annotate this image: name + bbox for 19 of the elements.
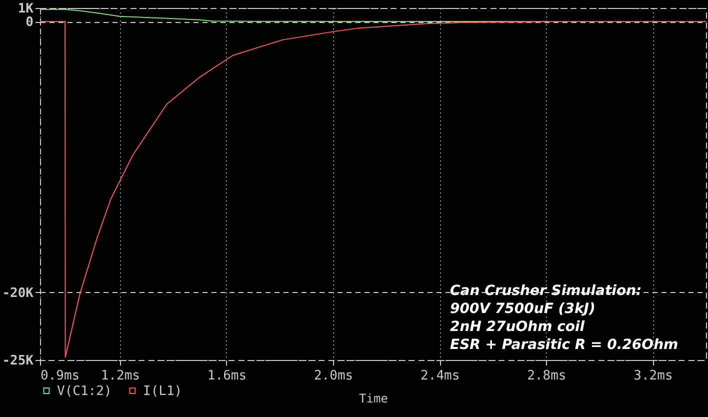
y-tick-label: -25K	[2, 354, 34, 368]
x-tick-label: 1.2ms	[100, 368, 140, 384]
x-tick-label: 1.6ms	[207, 368, 247, 384]
annotation: Can Crusher Simulation:	[450, 283, 642, 299]
legend-label: V(C1:2)	[57, 384, 112, 399]
x-tick-label: 2.0ms	[314, 368, 354, 384]
annotation: ESR + Parasitic R = 0.26Ohm	[450, 337, 678, 353]
y-tick-label: -20K	[2, 286, 34, 301]
x-axis-title: Time	[359, 392, 388, 406]
x-tick-label: 2.4ms	[420, 368, 460, 384]
x-tick-label: 2.8ms	[527, 368, 566, 384]
annotation: 2nH 27uOhm coil	[450, 319, 585, 335]
y-tick-label: 0	[26, 15, 34, 30]
y-tick-label: 1K	[18, 2, 34, 16]
legend-label: I(L1)	[143, 384, 182, 399]
x-tick-label: 0.9ms	[40, 368, 80, 384]
annotation: 900V 7500uF (3kJ)	[450, 301, 596, 317]
x-tick-label: 3.2ms	[634, 368, 673, 384]
line-series	[40, 21, 706, 358]
